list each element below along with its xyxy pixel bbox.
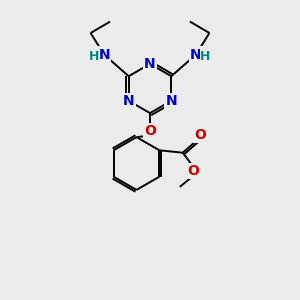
Text: N: N bbox=[98, 48, 110, 62]
Text: O: O bbox=[144, 124, 156, 138]
Text: O: O bbox=[194, 128, 206, 142]
Text: H: H bbox=[89, 50, 100, 63]
Text: N: N bbox=[190, 48, 202, 62]
Text: O: O bbox=[187, 164, 199, 178]
Text: H: H bbox=[200, 50, 211, 63]
Text: N: N bbox=[144, 57, 156, 71]
Text: N: N bbox=[123, 94, 134, 108]
Text: N: N bbox=[166, 94, 177, 108]
